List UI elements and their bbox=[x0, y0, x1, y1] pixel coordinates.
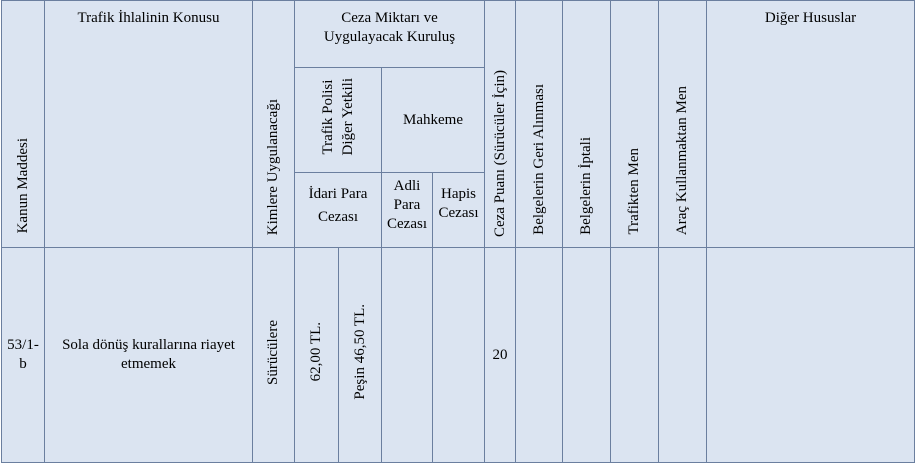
row-trafikten-men bbox=[610, 247, 660, 463]
header-adli-para: Adli Para Cezası bbox=[381, 172, 433, 248]
header-ihlal-konusu: Trafik İhlalinin Konusu bbox=[44, 0, 253, 248]
row-idari-para: 62,00 TL. bbox=[294, 247, 339, 463]
header-hapis: Hapis Cezası bbox=[431, 172, 486, 248]
row-belge-geri bbox=[515, 247, 564, 463]
header-kimlere: Kimlere Uygulanacağı bbox=[252, 0, 295, 248]
row-kimlere: Sürücülere bbox=[252, 247, 295, 463]
row-belge-iptal bbox=[562, 247, 612, 463]
header-ceza-puani: Ceza Puanı (Sürücüler İçin) bbox=[484, 0, 517, 248]
header-idari-para: İdari Para Cezası bbox=[294, 172, 382, 248]
row-adli-para bbox=[381, 247, 433, 463]
row-pesin: Peşin 46,50 TL. bbox=[338, 247, 382, 463]
header-trafik-polisi: Trafik Polisi Diğer Yetkili bbox=[294, 67, 382, 173]
row-hapis bbox=[431, 247, 486, 463]
header-arac-men: Araç Kullanmaktan Men bbox=[658, 0, 708, 248]
row-diger bbox=[706, 247, 915, 463]
header-belge-iptal: Belgelerin İptali bbox=[562, 0, 612, 248]
row-konu: Sola dönüş kurallarına riayet etmemek bbox=[44, 247, 253, 463]
header-trafikten-men: Trafikten Men bbox=[610, 0, 660, 248]
row-arac-men bbox=[658, 247, 708, 463]
header-kanun-maddesi: Kanun Maddesi bbox=[1, 0, 45, 248]
row-ceza-puani: 20 bbox=[484, 247, 517, 463]
header-ceza-miktari: Ceza Miktarı ve Uygulayacak Kuruluş bbox=[293, 0, 486, 68]
header-mahkeme: Mahkeme bbox=[380, 67, 486, 173]
header-diger: Diğer Hususlar bbox=[706, 0, 915, 248]
header-belge-geri: Belgelerin Geri Alınması bbox=[515, 0, 564, 248]
row-madde: 53/1- b bbox=[1, 247, 45, 463]
